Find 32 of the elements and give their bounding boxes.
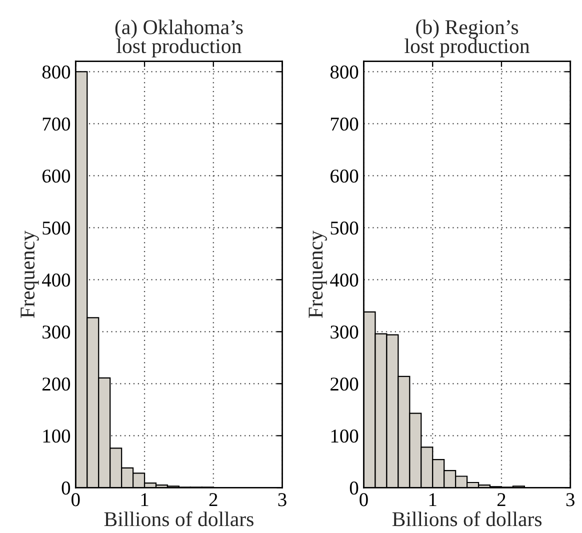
y-tick-label: 100 [43,430,70,443]
y-tick-label: 300 [330,326,358,339]
y-tick-label: 600 [42,170,70,183]
y-tick-label: 700 [42,118,70,131]
x-tick-label: 3 [278,493,286,506]
y-axis-title: Frequency [20,230,39,318]
chart-title: (b) Region’s lost production [404,20,530,58]
y-tick-label: 500 [330,222,358,235]
chart-title: (a) Oklahoma’s lost production [115,20,243,58]
y-tick-label: 700 [331,118,358,131]
x-axis-title: Billions of dollars [392,511,542,526]
y-tick-label: 400 [330,274,358,287]
y-tick-label: 0 [350,482,358,495]
y-tick-label: 300 [42,326,70,339]
y-tick-label: 800 [42,66,70,79]
x-tick-label: 1 [429,493,436,506]
x-tick-label: 0 [72,493,80,506]
x-axis-title: Billions of dollars [104,511,254,526]
x-tick-label: 1 [141,493,148,506]
y-axis-title: Frequency [308,230,327,318]
x-tick-label: 0 [360,493,368,506]
x-tick-label: 2 [497,493,506,506]
y-tick-label: 200 [42,378,70,391]
x-tick-label: 3 [566,493,574,506]
y-tick-label: 100 [331,430,358,443]
y-tick-label: 500 [42,222,70,235]
y-tick-label: 0 [62,482,70,495]
y-tick-label: 200 [330,378,358,391]
y-tick-label: 800 [330,66,358,79]
y-tick-label: 600 [330,170,358,183]
y-tick-label: 400 [42,274,70,287]
x-tick-label: 2 [209,493,218,506]
